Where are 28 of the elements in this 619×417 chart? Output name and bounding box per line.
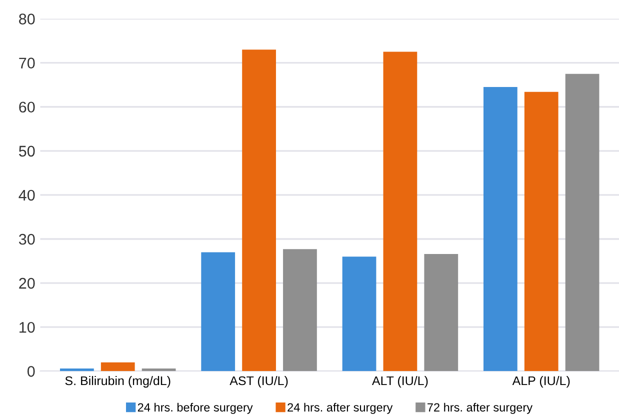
y-tick-label: 80 bbox=[19, 14, 35, 24]
bar bbox=[100, 362, 135, 372]
bar bbox=[60, 368, 94, 372]
y-tick-label: 60 bbox=[19, 102, 35, 113]
y-tick-label: 10 bbox=[20, 322, 35, 333]
y-tick-label: 30 bbox=[18, 234, 35, 245]
bar bbox=[283, 249, 317, 372]
bar bbox=[201, 252, 236, 372]
x-tick-label: AST (IU/L) bbox=[230, 376, 288, 388]
y-tick-label: 70 bbox=[19, 58, 35, 68]
legend-label: 72 hrs. after surgery bbox=[428, 402, 533, 414]
bar bbox=[524, 92, 558, 372]
y-tick-label: 20 bbox=[19, 278, 35, 289]
bar bbox=[424, 254, 458, 372]
y-tick-label: 50 bbox=[18, 146, 35, 157]
legend-label: 24 hrs. after surgery bbox=[288, 402, 393, 414]
x-tick-label: ALP (IU/L) bbox=[512, 376, 570, 388]
bar bbox=[242, 50, 276, 372]
y-tick-label: 40 bbox=[18, 190, 35, 201]
legend-label: 24 hrs. before surgery bbox=[138, 402, 253, 414]
y-tick-label: 0 bbox=[27, 366, 35, 377]
bar bbox=[142, 368, 176, 372]
bar bbox=[483, 87, 518, 372]
bar bbox=[342, 256, 376, 372]
bar bbox=[383, 52, 418, 372]
x-tick-label: ALT (IU/L) bbox=[372, 376, 428, 388]
bar bbox=[565, 74, 600, 372]
x-tick-label: S. Bilirubin (mg/dL) bbox=[65, 376, 170, 388]
